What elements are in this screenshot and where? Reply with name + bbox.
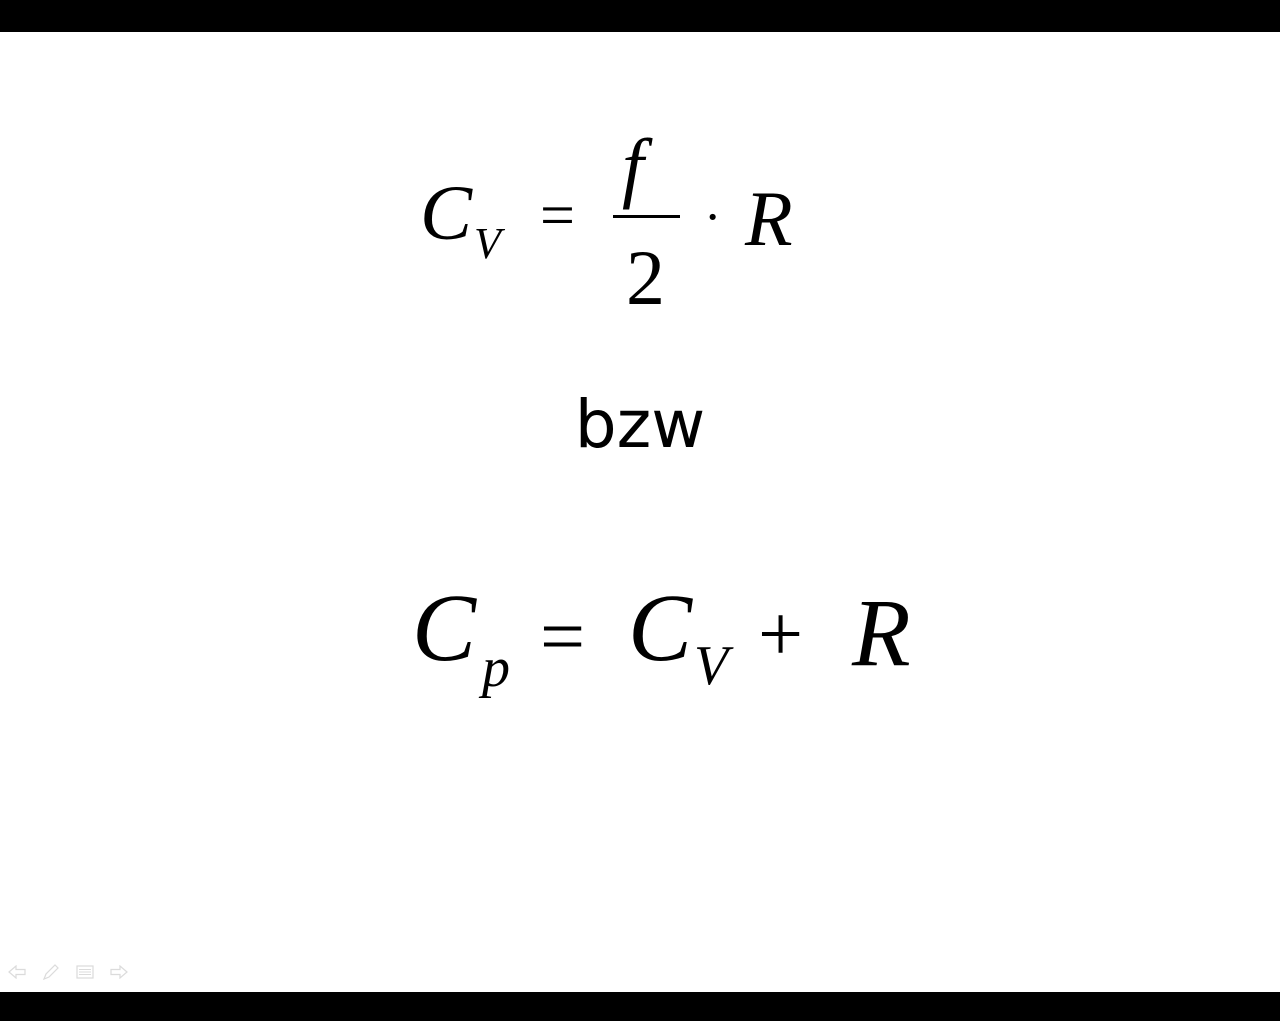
eq2-term1-symbol: C [628, 574, 693, 681]
slide-menu-icon [76, 965, 94, 979]
eq2-lhs-symbol: C [412, 574, 477, 681]
previous-slide-icon [8, 965, 26, 979]
slideshow-nav [8, 962, 128, 982]
next-slide-icon [110, 965, 128, 979]
slide-menu-button[interactable] [76, 963, 94, 981]
eq2-term1-subscript: V [694, 635, 729, 697]
eq2-equals-sign: = [540, 593, 586, 681]
eq2-lhs-subscript: p [482, 637, 510, 699]
pen-icon [42, 964, 59, 981]
eq1-multiply-dot: · [704, 189, 722, 246]
eq1-lhs-symbol: C [420, 169, 473, 256]
connector-text: bzw [574, 386, 706, 463]
eq2-term2-symbol: R [852, 579, 911, 686]
eq2-plus-sign: + [758, 591, 804, 679]
eq1-equals-sign: = [540, 182, 575, 250]
previous-slide-button[interactable] [8, 963, 26, 981]
slide[interactable]: C V = f 2 · R bzw C p = C V + R [0, 32, 1280, 992]
letterbox-top [0, 0, 1280, 32]
eq1-rhs-symbol: R [745, 175, 793, 262]
eq1-fraction-numerator: f [622, 123, 644, 210]
letterbox-bottom [0, 992, 1280, 1021]
eq1-fraction-denominator: 2 [626, 234, 665, 321]
next-slide-button[interactable] [110, 963, 128, 981]
eq1-lhs-subscript: V [474, 219, 501, 268]
pen-tool-button[interactable] [42, 963, 60, 981]
eq1-fraction-bar [613, 215, 680, 218]
